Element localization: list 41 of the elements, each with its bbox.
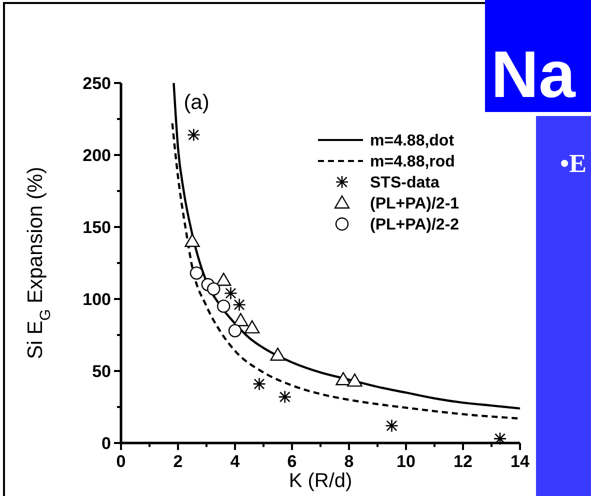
- point: [187, 128, 200, 142]
- point: [190, 266, 204, 280]
- point: [216, 272, 232, 286]
- legend-label: STS-data: [370, 174, 440, 192]
- y-tick-label: 200: [82, 146, 111, 165]
- y-tick-label: 0: [102, 434, 111, 453]
- y-tick-label: 250: [82, 74, 111, 93]
- x-axis-title: K (R/d): [288, 470, 352, 492]
- x-tick-label: 10: [396, 452, 416, 471]
- y-tick-label: 150: [82, 218, 111, 237]
- point: [184, 234, 200, 247]
- legend-label: (PL+PA)/2-2: [370, 216, 460, 234]
- legend-label: (PL+PA)/2-1: [370, 196, 460, 213]
- point: [336, 372, 351, 386]
- x-tick-label: 12: [454, 452, 472, 471]
- point: [228, 324, 242, 338]
- x-tick-label: 14: [510, 452, 530, 471]
- annotation: (a): [184, 90, 210, 114]
- point: [217, 300, 230, 313]
- point: [232, 298, 246, 312]
- x-tick-label: 2: [173, 452, 183, 471]
- legend-label: m=4.88,rod: [370, 154, 455, 171]
- point: [252, 377, 266, 391]
- point: [270, 348, 286, 361]
- point: [207, 282, 220, 296]
- point: [278, 390, 292, 404]
- point: [347, 373, 362, 387]
- x-tick-label: 6: [287, 452, 297, 471]
- point: [244, 320, 260, 334]
- annotation: Na: [491, 37, 577, 111]
- x-tick-label: 8: [344, 452, 354, 471]
- y-tick-label: 50: [92, 362, 111, 381]
- point: [385, 419, 398, 432]
- legend-label: m=4.88,dot: [370, 132, 455, 150]
- point: [493, 432, 507, 446]
- point: [224, 286, 238, 300]
- x-tick-label: 0: [116, 452, 126, 471]
- text: •E: [560, 149, 586, 178]
- x-tick-label: 4: [230, 452, 240, 471]
- y-tick-label: 100: [82, 290, 111, 309]
- point: [233, 313, 248, 326]
